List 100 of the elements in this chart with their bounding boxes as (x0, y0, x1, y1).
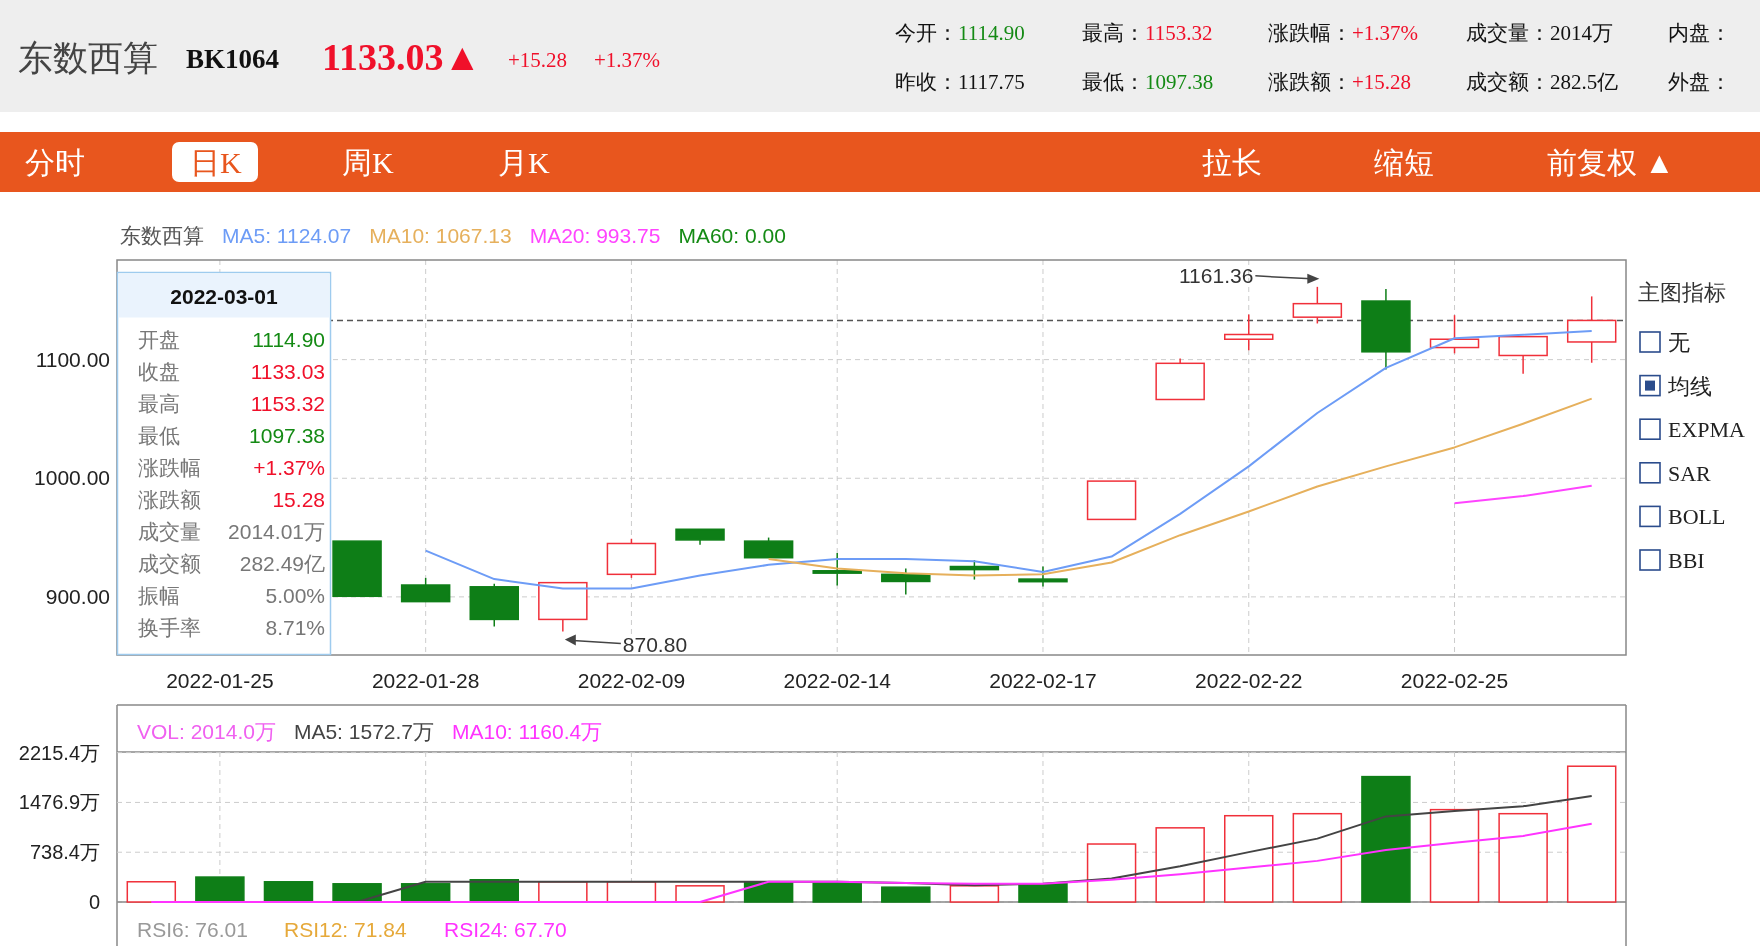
text: SAR (1668, 460, 1712, 486)
text: MA10: 1067.13 (369, 224, 512, 247)
annotation: 15.28 (272, 488, 325, 511)
annotation: 1133.03 (250, 360, 325, 383)
x-tick-label: 2022-01-25 (166, 669, 274, 692)
bar (1498, 812, 1548, 903)
text: 内盘： (1668, 21, 1731, 45)
bar (949, 885, 1000, 903)
bar (1361, 775, 1411, 903)
annotation: 8.71% (265, 616, 325, 639)
annotation: 1153.32 (250, 392, 325, 415)
bar (1429, 808, 1480, 903)
y-tick-label: 900.00 (45, 584, 110, 608)
text: 主图指标 (1638, 280, 1726, 305)
bar (1018, 883, 1068, 903)
bar (1155, 827, 1205, 903)
line-series (150, 822, 1593, 903)
y-tick-label: 2215.4万 (18, 741, 100, 764)
text: MA5: 1124.07 (222, 224, 352, 247)
annotation: 282.49亿 (239, 552, 325, 575)
annotation: 5.00% (265, 584, 325, 607)
text: +15.28 (508, 48, 568, 72)
text: 昨收： (895, 70, 958, 94)
annotation: 换手率 (138, 616, 201, 639)
text: 周K (342, 146, 394, 179)
text: BBI (1668, 548, 1705, 573)
text: 最高： (1082, 21, 1145, 45)
annotation: 1161.36 (1178, 263, 1254, 287)
text: 282.5亿 (1550, 70, 1619, 94)
text: 外盘： (1668, 70, 1731, 94)
text: 分时 (25, 146, 85, 179)
text: 1133.03▲ (322, 36, 482, 78)
annotation: 1114.90 (252, 328, 325, 351)
annotation: 870.80 (622, 632, 688, 656)
y-tick-label: 1100.00 (35, 347, 110, 371)
y-tick-label: 738.4万 (29, 841, 100, 864)
text: EXPMA (1668, 417, 1746, 443)
x-tick-label: 2022-02-09 (577, 669, 686, 692)
bar (126, 881, 177, 903)
text: +1.37% (1352, 21, 1419, 45)
bar (263, 881, 314, 903)
annotation: 最低 (138, 424, 180, 447)
text: RSI12: 71.84 (284, 918, 407, 941)
x-tick-label: 2022-02-17 (989, 669, 1097, 692)
annotation: 涨跌幅 (138, 456, 201, 479)
x-tick-label: 2022-02-22 (1195, 669, 1303, 692)
text: 1097.38 (1145, 70, 1214, 94)
chart-title: 东数西算 (120, 224, 204, 247)
text: 缩短 (1374, 146, 1434, 179)
text: MA10: 1160.4万 (452, 720, 603, 743)
line-series (767, 397, 1593, 577)
y-tick-label: 1000.00 (34, 466, 110, 490)
text: BOLL (1668, 504, 1726, 530)
y-tick-label: 1476.9万 (18, 791, 100, 814)
line-series (424, 330, 1593, 590)
text: 今开： (895, 21, 958, 45)
x-tick-label: 2022-01-28 (371, 669, 480, 692)
text: 成交额： (1466, 70, 1550, 94)
text: 均线 (1667, 373, 1712, 399)
text: +15.28 (1352, 70, 1412, 94)
text: 1153.32 (1145, 21, 1213, 45)
bar (1292, 812, 1343, 903)
annotation: 1097.38 (249, 424, 325, 447)
text: 前复权 ▲ (1547, 146, 1675, 179)
x-tick-label: 2022-02-25 (1400, 669, 1509, 692)
annotation: 涨跌额 (138, 488, 201, 511)
bar (1224, 814, 1274, 903)
text: 东数西算 (18, 38, 158, 77)
bar (1086, 843, 1137, 903)
text: 1114.90 (958, 21, 1025, 45)
text: MA20: 993.75 (529, 224, 661, 247)
annotation: 成交量 (138, 520, 201, 543)
text: RSI6: 76.01 (137, 918, 248, 941)
annotation: 开盘 (138, 328, 180, 351)
text: 成交量： (1466, 21, 1550, 45)
annotation: 最高 (138, 392, 180, 415)
annotation: +1.37% (253, 456, 325, 479)
annotation: 收盘 (138, 360, 180, 383)
annotation: 成交额 (138, 552, 201, 575)
text: 2022-03-01 (170, 285, 279, 308)
text: 最低： (1082, 70, 1145, 94)
bar (195, 876, 245, 903)
text: RSI24: 67.70 (444, 918, 567, 941)
x-tick-label: 2022-02-14 (783, 669, 892, 692)
text: 1117.75 (958, 70, 1025, 94)
text: BK1064 (186, 44, 280, 74)
bar (812, 882, 862, 903)
annotation: 振幅 (138, 584, 180, 607)
annotation: 2014.01万 (228, 520, 325, 543)
text: MA5: 1572.7万 (293, 720, 435, 743)
text: +1.37% (594, 48, 661, 72)
bar (1566, 765, 1617, 903)
legend-label: MA60: 0.00 (678, 224, 786, 247)
bar (675, 885, 725, 903)
text: 拉长 (1202, 146, 1262, 179)
text: 无 (1668, 330, 1690, 355)
text: 涨跌额： (1268, 70, 1352, 94)
text: 涨跌幅： (1268, 21, 1352, 45)
text: 月K (498, 146, 550, 179)
text: 2014万 (1550, 21, 1613, 45)
